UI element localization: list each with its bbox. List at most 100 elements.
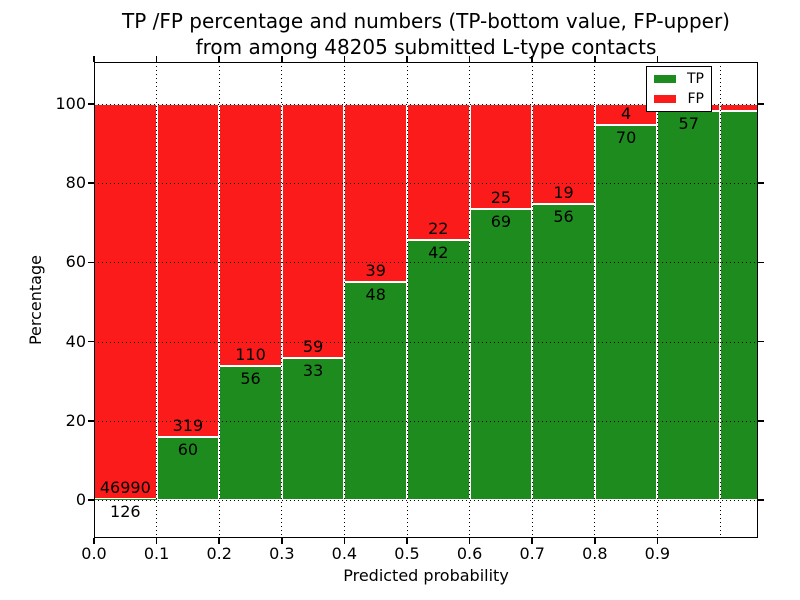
y-tick-label: 40	[65, 331, 86, 351]
x-tick-label: 0.8	[582, 544, 608, 563]
tp-count-label: 57	[678, 113, 699, 133]
tp-count-label: 42	[428, 243, 449, 263]
bar-segment-fp	[94, 104, 157, 499]
tp-count-label: 70	[615, 128, 637, 148]
y-tick-label: 80	[65, 173, 86, 193]
vertical-gridline	[469, 62, 471, 538]
y-tick-mark	[88, 182, 94, 184]
fp-count-label: 25	[490, 188, 512, 208]
x-tick-label: 0.1	[143, 544, 170, 563]
y-tick-label: 0	[75, 490, 86, 509]
horizontal-gridline	[94, 183, 758, 185]
x-tick-mark	[594, 56, 596, 62]
bar-segment-tp	[657, 110, 758, 500]
x-tick-mark	[343, 56, 346, 62]
x-tick-mark	[93, 538, 95, 544]
vertical-gridline	[594, 62, 596, 538]
vertical-gridline	[218, 62, 220, 538]
x-tick-mark	[531, 538, 533, 544]
tp-legend-swatch	[654, 75, 676, 84]
legend: TP FP	[646, 66, 712, 112]
fp-count-label: 39	[365, 260, 386, 280]
y-tick-mark	[758, 103, 764, 105]
x-tick-mark	[343, 538, 346, 544]
y-tick-mark	[758, 261, 764, 264]
x-tick-label: 0.4	[331, 544, 358, 563]
fp-legend-label: FP	[687, 90, 705, 107]
y-tick-mark	[758, 340, 764, 343]
x-tick-label: 0.6	[456, 544, 483, 563]
fp-count-label: 4	[621, 104, 632, 124]
x-tick-mark	[155, 538, 158, 544]
bar-segment-tp	[407, 240, 470, 500]
vertical-gridline	[719, 62, 721, 538]
vertical-gridline	[281, 62, 283, 538]
horizontal-gridline	[94, 500, 758, 501]
legend-entry-fp: FP	[647, 90, 711, 108]
x-tick-label: 0.3	[269, 544, 295, 563]
bar-segment-fp	[156, 104, 220, 438]
x-tick-mark	[281, 538, 283, 544]
bar-segment-tp	[469, 209, 533, 500]
x-tick-label: 0.7	[519, 544, 545, 563]
vertical-gridline	[406, 62, 408, 538]
x-tick-mark	[468, 538, 471, 544]
horizontal-gridline	[94, 420, 758, 422]
fp-legend-swatch	[654, 94, 676, 103]
y-tick-label: 20	[65, 410, 86, 430]
fp-count-label: 59	[302, 336, 324, 356]
x-tick-mark	[93, 56, 95, 62]
x-tick-mark	[656, 56, 659, 62]
tp-count-label: 56	[553, 207, 574, 227]
x-tick-mark	[406, 56, 408, 62]
tp-count-label: 56	[240, 369, 261, 389]
x-tick-label: 0.5	[394, 544, 420, 563]
y-axis-label: Percentage	[26, 255, 45, 346]
bar-segment-tp	[532, 204, 595, 500]
bar-segment-fp	[281, 104, 345, 358]
y-tick-mark	[758, 499, 764, 501]
fp-count-label: 22	[428, 219, 449, 239]
bar-segment-tp	[94, 498, 157, 500]
bar-segment-tp	[594, 125, 658, 500]
tp-count-label: 69	[490, 212, 512, 232]
horizontal-gridline	[94, 262, 758, 264]
horizontal-gridline	[94, 341, 758, 343]
x-tick-mark	[406, 538, 408, 544]
fp-count-label: 46990	[99, 477, 151, 497]
tp-count-label: 33	[302, 360, 324, 380]
bar-segment-fp	[532, 104, 595, 205]
tp-count-label: 48	[365, 284, 386, 304]
y-tick-label: 60	[65, 252, 86, 272]
chart-title-line2: from among 48205 submitted L-type contac…	[195, 35, 657, 59]
tp-count-label: 60	[177, 440, 199, 460]
vertical-gridline	[156, 62, 158, 538]
y-tick-mark	[88, 499, 94, 501]
x-tick-mark	[218, 538, 220, 544]
fp-count-label: 319	[172, 416, 204, 436]
chart-title-line1: TP /FP percentage and numbers (TP-bottom…	[122, 9, 730, 33]
x-tick-mark	[656, 538, 659, 544]
tp-legend-label: TP	[687, 71, 704, 88]
fp-count-label: 19	[553, 183, 574, 203]
tp-count-label: 126	[110, 501, 141, 521]
vertical-gridline	[343, 62, 345, 538]
bar-segment-tp	[344, 281, 407, 500]
x-tick-mark	[531, 56, 533, 62]
y-tick-mark	[758, 182, 764, 184]
horizontal-gridline	[94, 104, 758, 105]
x-tick-mark	[281, 56, 283, 62]
vertical-gridline	[656, 62, 658, 538]
y-tick-label: 100	[55, 94, 86, 113]
x-tick-label: 0.0	[81, 544, 107, 563]
y-tick-mark	[88, 420, 94, 422]
x-tick-mark	[218, 56, 220, 62]
y-tick-mark	[88, 340, 94, 343]
x-tick-mark	[468, 56, 471, 62]
y-tick-mark	[758, 420, 764, 422]
x-tick-label: 0.9	[644, 544, 671, 563]
fp-count-label: 110	[235, 345, 266, 365]
legend-entry-tp: TP	[647, 70, 711, 88]
y-tick-mark	[88, 261, 94, 264]
